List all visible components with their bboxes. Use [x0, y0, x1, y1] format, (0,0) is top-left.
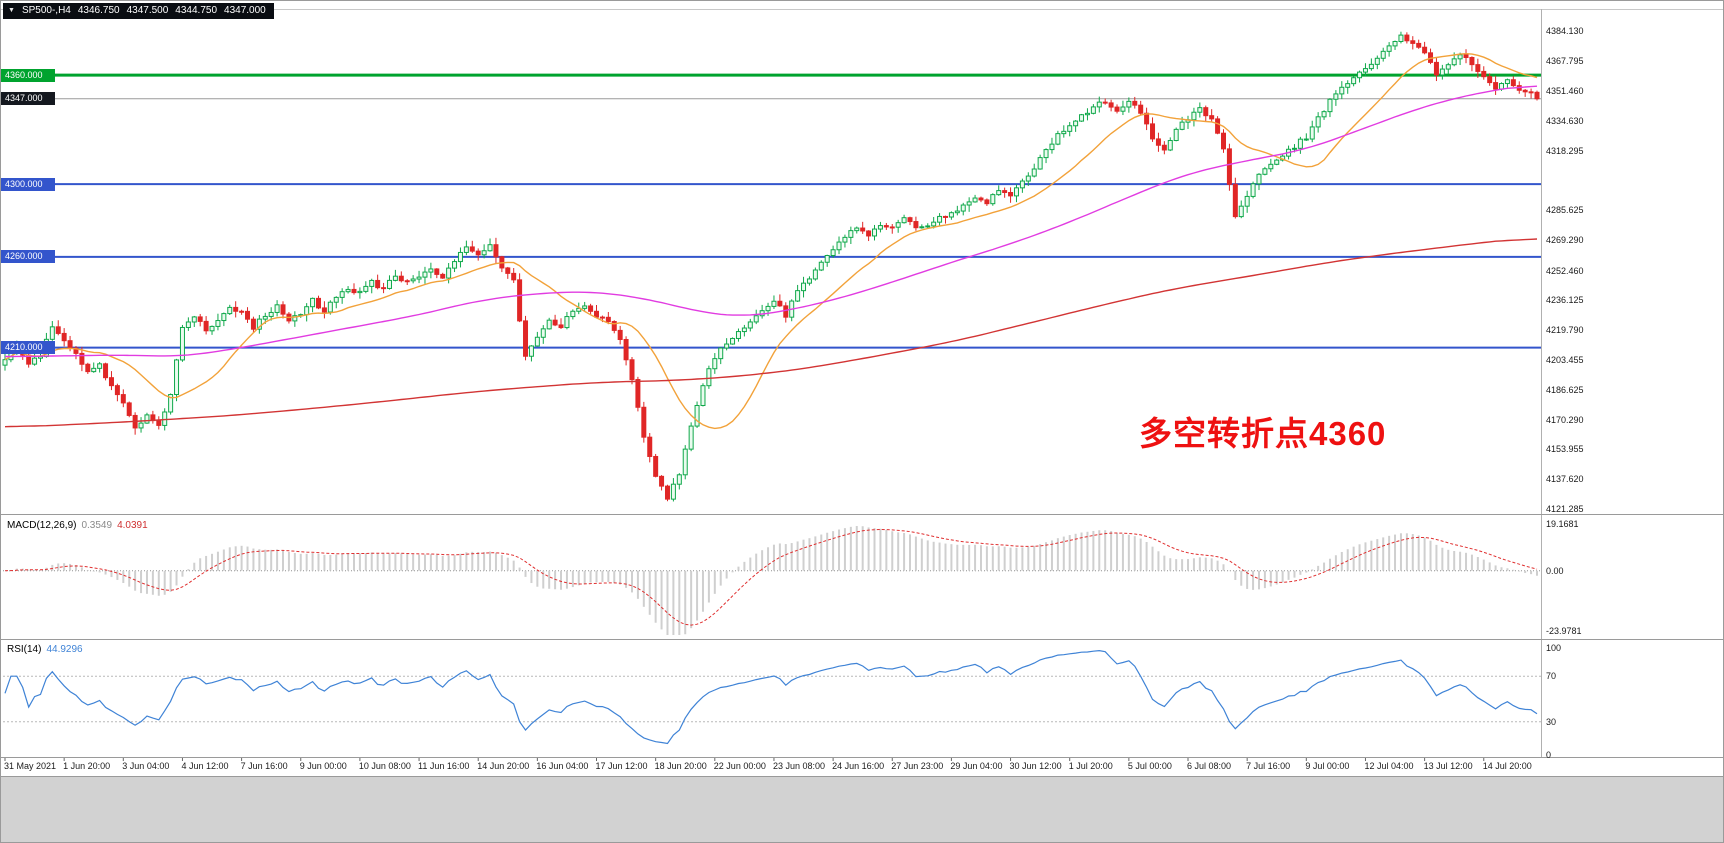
- ohlc-open-value: 4346.750: [77, 5, 120, 16]
- rsi-indicator-header[interactable]: RSI(14) 44.9296: [7, 644, 83, 655]
- macd-signal-line: [4, 528, 1538, 626]
- rsi-value: 44.9296: [46, 644, 83, 655]
- chart-frame: [1, 9, 1723, 758]
- rsi-line: [4, 649, 1538, 745]
- macd-signal-value: 4.0391: [117, 520, 148, 531]
- ohlc-low-value: 4344.750: [175, 5, 218, 16]
- ma-slow-line: [4, 238, 1538, 428]
- chart-ohlc-header[interactable]: ▼ SP500-,H4 4346.750 4347.500 4344.750 4…: [3, 3, 274, 19]
- ma-fast-line: [4, 52, 1538, 430]
- symbol-dropdown-icon[interactable]: ▼: [8, 7, 15, 14]
- candlestick-series: [2, 31, 1540, 502]
- ohlc-close-value: 4347.000: [224, 5, 266, 16]
- macd-hist-value: 0.3549: [81, 520, 113, 531]
- horizontal-level-lines: [3, 73, 1541, 349]
- window-footer-area: [1, 776, 1723, 842]
- ohlc-high-value: 4347.500: [126, 5, 169, 16]
- ma-mid-line: [5, 85, 1538, 358]
- macd-label: MACD(12,26,9): [7, 520, 77, 531]
- chart-annotation-text[interactable]: 多空转折点4360: [1139, 415, 1387, 452]
- rsi-label: RSI(14): [7, 644, 42, 655]
- time-axis-ticks: [4, 758, 1485, 761]
- macd-histogram: [9, 526, 1538, 635]
- rsi-level-lines: [3, 675, 1541, 723]
- macd-indicator-header[interactable]: MACD(12,26,9) 0.3549 4.0391: [7, 520, 148, 531]
- symbol-timeframe-label: SP500-,H4: [21, 5, 71, 16]
